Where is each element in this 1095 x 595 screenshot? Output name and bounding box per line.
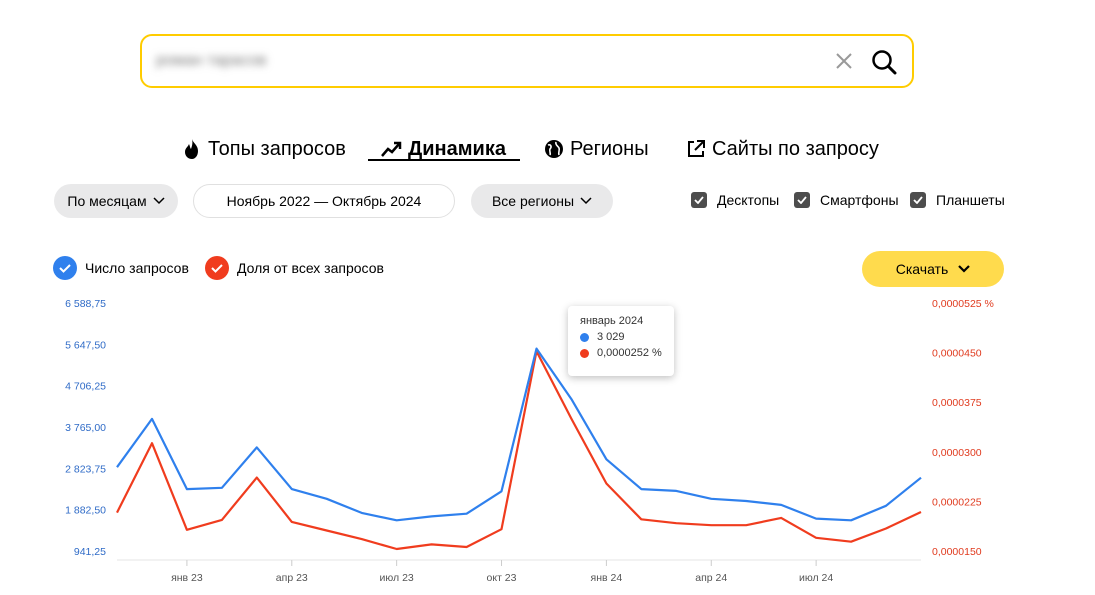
checkbox-checked-icon bbox=[910, 192, 926, 208]
download-label: Скачать bbox=[895, 261, 949, 277]
period-select[interactable]: По месяцам bbox=[54, 184, 178, 218]
tab-top-queries[interactable]: Топы запросов bbox=[182, 134, 346, 164]
y-left-tick-label: 3 765,00 bbox=[65, 422, 106, 434]
date-range-value: Ноябрь 2022 — Октябрь 2024 bbox=[226, 193, 422, 209]
device-tablet-checkbox[interactable]: Планшеты bbox=[910, 192, 1005, 208]
chevron-down-icon bbox=[958, 265, 971, 273]
clear-icon[interactable] bbox=[834, 51, 854, 71]
tab-dynamics[interactable]: Динамика bbox=[380, 134, 506, 164]
check-icon bbox=[53, 256, 77, 280]
y-right-tick-label: 0,0000150 bbox=[932, 546, 982, 558]
trend-icon bbox=[381, 141, 402, 157]
y-right-tick-label: 0,0000300 bbox=[932, 447, 982, 459]
y-left-tick-label: 4 706,25 bbox=[65, 381, 106, 393]
globe-icon bbox=[545, 140, 563, 158]
y-left-tick-label: 1 882,50 bbox=[65, 505, 106, 517]
y-right-tick-label: 0,0000225 bbox=[932, 496, 982, 508]
series-lines bbox=[116, 347, 922, 551]
tab-active-indicator bbox=[368, 159, 520, 161]
legend-label: Число запросов bbox=[85, 260, 189, 276]
x-tick-label: апр 24 bbox=[695, 572, 727, 584]
fire-icon bbox=[185, 139, 198, 159]
x-tick-label: окт 23 bbox=[487, 572, 517, 584]
search-input[interactable]: роман тарасов bbox=[156, 52, 267, 69]
x-axis: янв 23 апр 23 июл 23 окт 23 янв 24 апр 24 июл … bbox=[117, 559, 921, 584]
red-dot-icon bbox=[580, 348, 589, 358]
tab-label: Динамика bbox=[408, 137, 506, 160]
x-tick-label: июл 23 bbox=[380, 572, 414, 584]
y-right-tick-label: 0,0000450 bbox=[932, 348, 982, 360]
tooltip-share: 0,0000252 % bbox=[597, 347, 662, 359]
device-label: Десктопы bbox=[717, 192, 780, 208]
x-tick-label: янв 23 bbox=[171, 572, 203, 584]
tooltip-month: январь 2024 bbox=[580, 315, 644, 327]
search-icon[interactable] bbox=[870, 48, 898, 76]
download-button[interactable]: Скачать bbox=[862, 251, 1004, 287]
device-label: Смартфоны bbox=[820, 192, 899, 208]
y-right-tick-label: 0,0000375 bbox=[932, 397, 982, 409]
chevron-down-icon bbox=[153, 197, 165, 205]
y-left-tick-label: 5 647,50 bbox=[65, 339, 106, 351]
y-axis-right: 0,0000150 0,0000225 0,0000300 0,0000375 0,00… bbox=[932, 298, 994, 558]
requests-line bbox=[116, 347, 922, 522]
legend-requests-toggle[interactable]: Число запросов bbox=[53, 256, 189, 280]
y-axis-left: 941,25 1 882,50 2 823,75 3 765,00 4 706,25 5 … bbox=[65, 298, 106, 558]
tab-label: Регионы bbox=[570, 137, 649, 160]
tab-sites[interactable]: Сайты по запросу bbox=[686, 134, 879, 164]
device-desktop-checkbox[interactable]: Десктопы bbox=[691, 192, 779, 208]
y-right-tick-label: 0,0000525 % bbox=[932, 298, 994, 310]
y-left-tick-label: 6 588,75 bbox=[65, 298, 106, 310]
share-line bbox=[116, 350, 922, 551]
legend-share-toggle[interactable]: Доля от всех запросов bbox=[205, 256, 384, 280]
checkbox-checked-icon bbox=[794, 192, 810, 208]
blue-dot-icon bbox=[580, 332, 589, 342]
region-value: Все регионы bbox=[491, 193, 575, 209]
check-icon bbox=[205, 256, 229, 280]
region-select[interactable]: Все регионы bbox=[471, 184, 613, 218]
tab-label: Топы запросов bbox=[208, 137, 346, 160]
x-tick-label: июл 24 bbox=[799, 572, 833, 584]
external-link-icon bbox=[688, 140, 705, 157]
date-range-picker[interactable]: Ноябрь 2022 — Октябрь 2024 bbox=[193, 184, 455, 218]
x-tick-label: янв 24 bbox=[591, 572, 623, 584]
device-smartphone-checkbox[interactable]: Смартфоны bbox=[794, 192, 899, 208]
checkbox-checked-icon bbox=[691, 192, 707, 208]
x-tick-label: апр 23 bbox=[276, 572, 308, 584]
legend-label: Доля от всех запросов bbox=[237, 260, 384, 276]
tab-regions[interactable]: Регионы bbox=[544, 134, 649, 164]
y-left-tick-label: 2 823,75 bbox=[65, 463, 106, 475]
tooltip-requests-row: 3 029 bbox=[580, 331, 674, 343]
tooltip-share-row: 0,0000252 % bbox=[580, 347, 674, 359]
tab-label: Сайты по запросу bbox=[712, 137, 879, 160]
search-bar[interactable]: роман тарасов bbox=[140, 34, 914, 88]
period-value: По месяцам bbox=[67, 193, 147, 209]
y-left-tick-label: 941,25 bbox=[74, 546, 106, 558]
tooltip-requests: 3 029 bbox=[597, 331, 625, 343]
chart-tooltip: январь 2024 3 029 0,0000252 % bbox=[568, 306, 674, 376]
device-label: Планшеты bbox=[936, 192, 1005, 208]
chevron-down-icon bbox=[580, 197, 592, 205]
dynamics-chart[interactable]: 941,25 1 882,50 2 823,75 3 765,00 4 706,25 5 … bbox=[0, 290, 1095, 595]
